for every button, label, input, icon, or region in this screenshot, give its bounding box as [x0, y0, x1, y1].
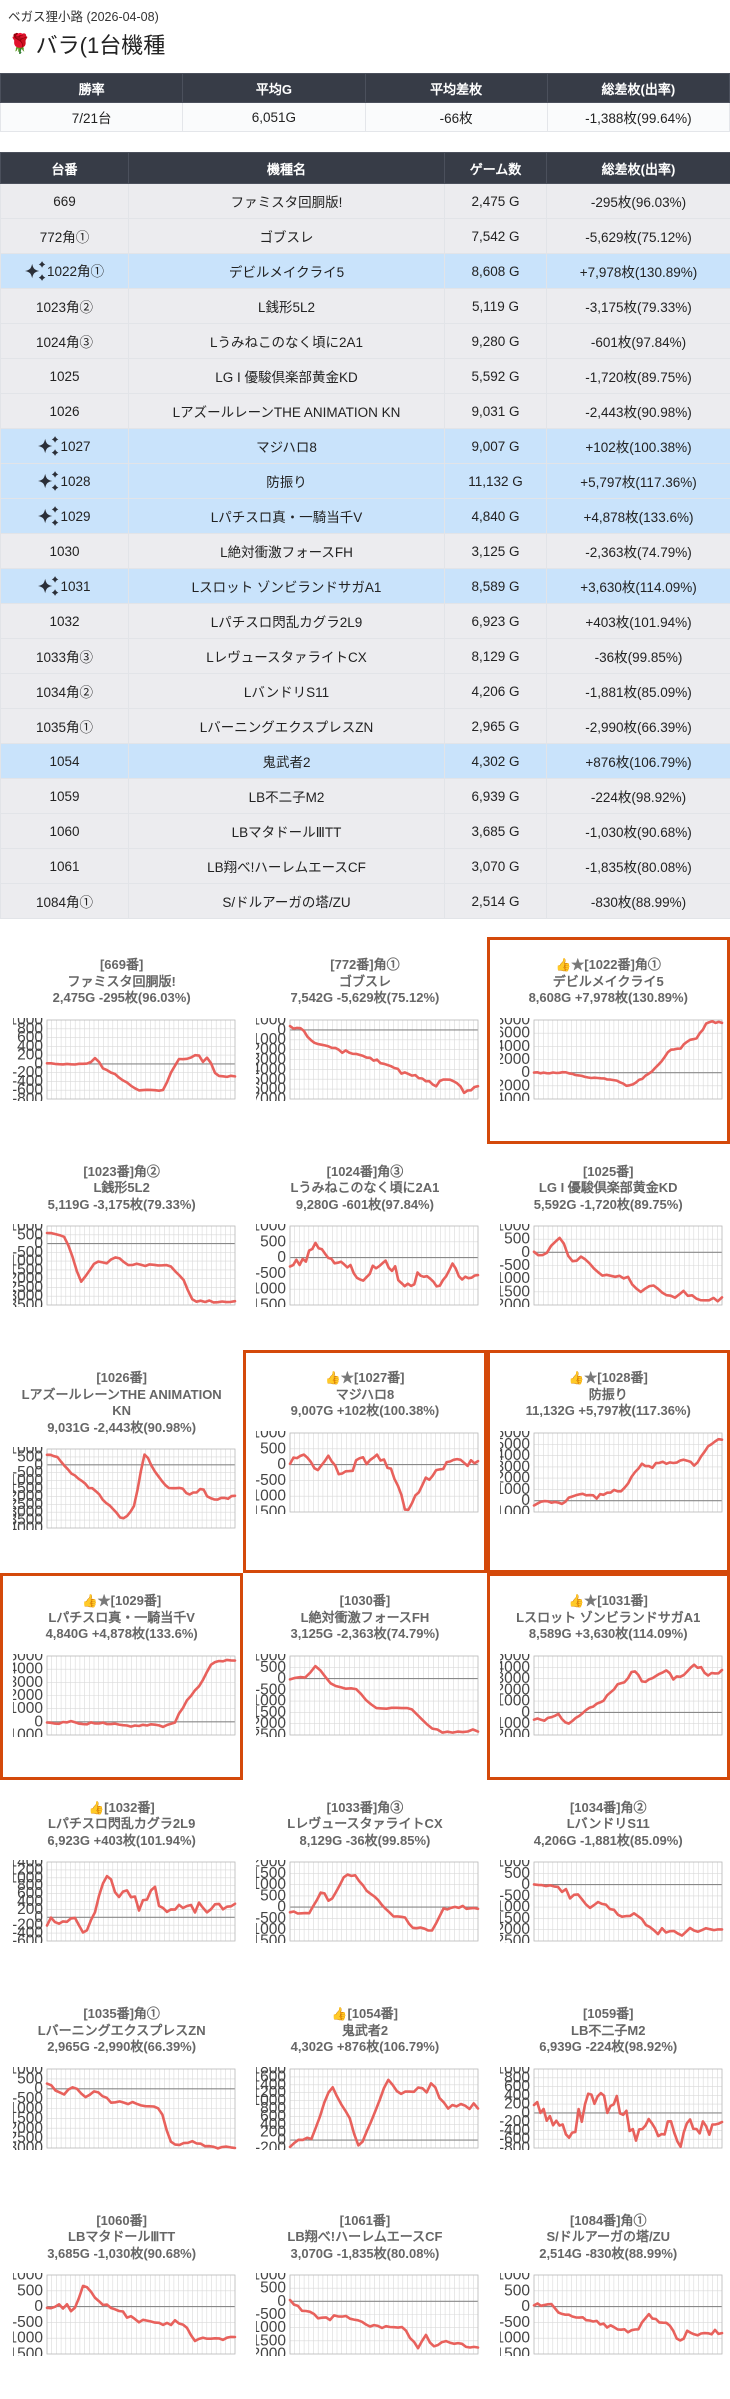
svg-text:1000: 1000 — [256, 1018, 286, 1029]
svg-text:-1500: -1500 — [500, 2346, 530, 2357]
svg-text:-1000: -1000 — [256, 1281, 286, 1298]
svg-text:1000: 1000 — [500, 2067, 530, 2078]
svg-text:1000: 1000 — [500, 1860, 530, 1871]
svg-text:1000: 1000 — [256, 2273, 286, 2284]
svg-text:1400: 1400 — [13, 1860, 43, 1871]
svg-text:1800: 1800 — [256, 2067, 286, 2078]
svg-text:1000: 1000 — [13, 2273, 43, 2284]
svg-text:0: 0 — [521, 2298, 530, 2315]
svg-text:500: 500 — [260, 1233, 286, 1250]
svg-text:-1000: -1000 — [256, 1487, 286, 1504]
svg-text:-1500: -1500 — [13, 2346, 43, 2357]
svg-text:0: 0 — [278, 1249, 287, 1266]
svg-text:1000: 1000 — [256, 1654, 286, 1665]
svg-text:1000: 1000 — [13, 1018, 43, 1029]
svg-text:500: 500 — [504, 2282, 530, 2299]
svg-text:0: 0 — [278, 1456, 287, 1473]
svg-text:-500: -500 — [13, 2314, 43, 2331]
svg-text:-500: -500 — [256, 1265, 286, 1282]
svg-text:500: 500 — [260, 1440, 286, 1457]
svg-text:500: 500 — [17, 2282, 43, 2299]
svg-text:8000: 8000 — [500, 1018, 530, 1029]
svg-text:-1500: -1500 — [256, 1297, 286, 1308]
svg-text:1000: 1000 — [256, 1224, 286, 1235]
svg-text:1000: 1000 — [256, 1431, 286, 1442]
svg-text:1000: 1000 — [13, 1447, 43, 1458]
svg-text:-500: -500 — [500, 2314, 530, 2331]
svg-text:1000: 1000 — [500, 2273, 530, 2284]
svg-text:-500: -500 — [256, 1471, 286, 1488]
svg-text:1000: 1000 — [13, 2067, 43, 2078]
svg-text:1000: 1000 — [500, 1224, 530, 1235]
svg-text:-1500: -1500 — [256, 1503, 286, 1514]
svg-text:6000: 6000 — [500, 1431, 530, 1442]
svg-text:-1000: -1000 — [13, 2330, 43, 2347]
svg-text:1000: 1000 — [13, 1224, 43, 1235]
svg-text:0: 0 — [34, 2298, 43, 2315]
svg-text:-1000: -1000 — [500, 2330, 530, 2347]
